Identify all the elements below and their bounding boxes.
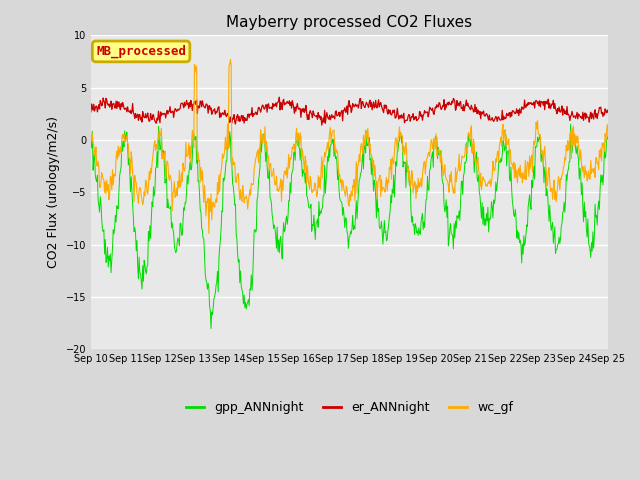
gpp_ANNnight <box>97 194 104 200</box>
wc_gf <box>87 132 95 138</box>
Text: MB_processed: MB_processed <box>96 45 186 58</box>
er_ANNnight <box>318 122 326 128</box>
gpp_ANNnight <box>230 191 238 197</box>
er_ANNnight <box>604 109 612 115</box>
wc_gf <box>97 184 104 190</box>
Line: er_ANNnight: er_ANNnight <box>91 97 608 125</box>
er_ANNnight <box>429 105 436 111</box>
wc_gf <box>227 57 234 62</box>
wc_gf <box>429 145 436 151</box>
gpp_ANNnight <box>604 133 612 139</box>
gpp_ANNnight <box>87 132 95 138</box>
gpp_ANNnight <box>202 277 210 283</box>
er_ANNnight <box>150 112 157 118</box>
er_ANNnight <box>202 101 210 107</box>
Line: gpp_ANNnight: gpp_ANNnight <box>91 124 608 328</box>
Y-axis label: CO2 Flux (urology/m2/s): CO2 Flux (urology/m2/s) <box>47 116 60 268</box>
wc_gf <box>413 189 421 194</box>
gpp_ANNnight <box>413 230 420 236</box>
er_ANNnight <box>87 109 95 115</box>
er_ANNnight <box>413 117 421 123</box>
wc_gf <box>202 213 210 219</box>
Legend: gpp_ANNnight, er_ANNnight, wc_gf: gpp_ANNnight, er_ANNnight, wc_gf <box>180 396 518 420</box>
er_ANNnight <box>275 95 283 100</box>
wc_gf <box>604 132 612 138</box>
gpp_ANNnight <box>207 325 215 331</box>
wc_gf <box>231 159 239 165</box>
gpp_ANNnight <box>567 121 575 127</box>
er_ANNnight <box>97 98 104 104</box>
gpp_ANNnight <box>428 154 436 159</box>
wc_gf <box>205 230 212 236</box>
gpp_ANNnight <box>150 184 157 190</box>
er_ANNnight <box>230 116 237 122</box>
Title: Mayberry processed CO2 Fluxes: Mayberry processed CO2 Fluxes <box>227 15 472 30</box>
Line: wc_gf: wc_gf <box>91 60 608 233</box>
wc_gf <box>150 148 157 154</box>
